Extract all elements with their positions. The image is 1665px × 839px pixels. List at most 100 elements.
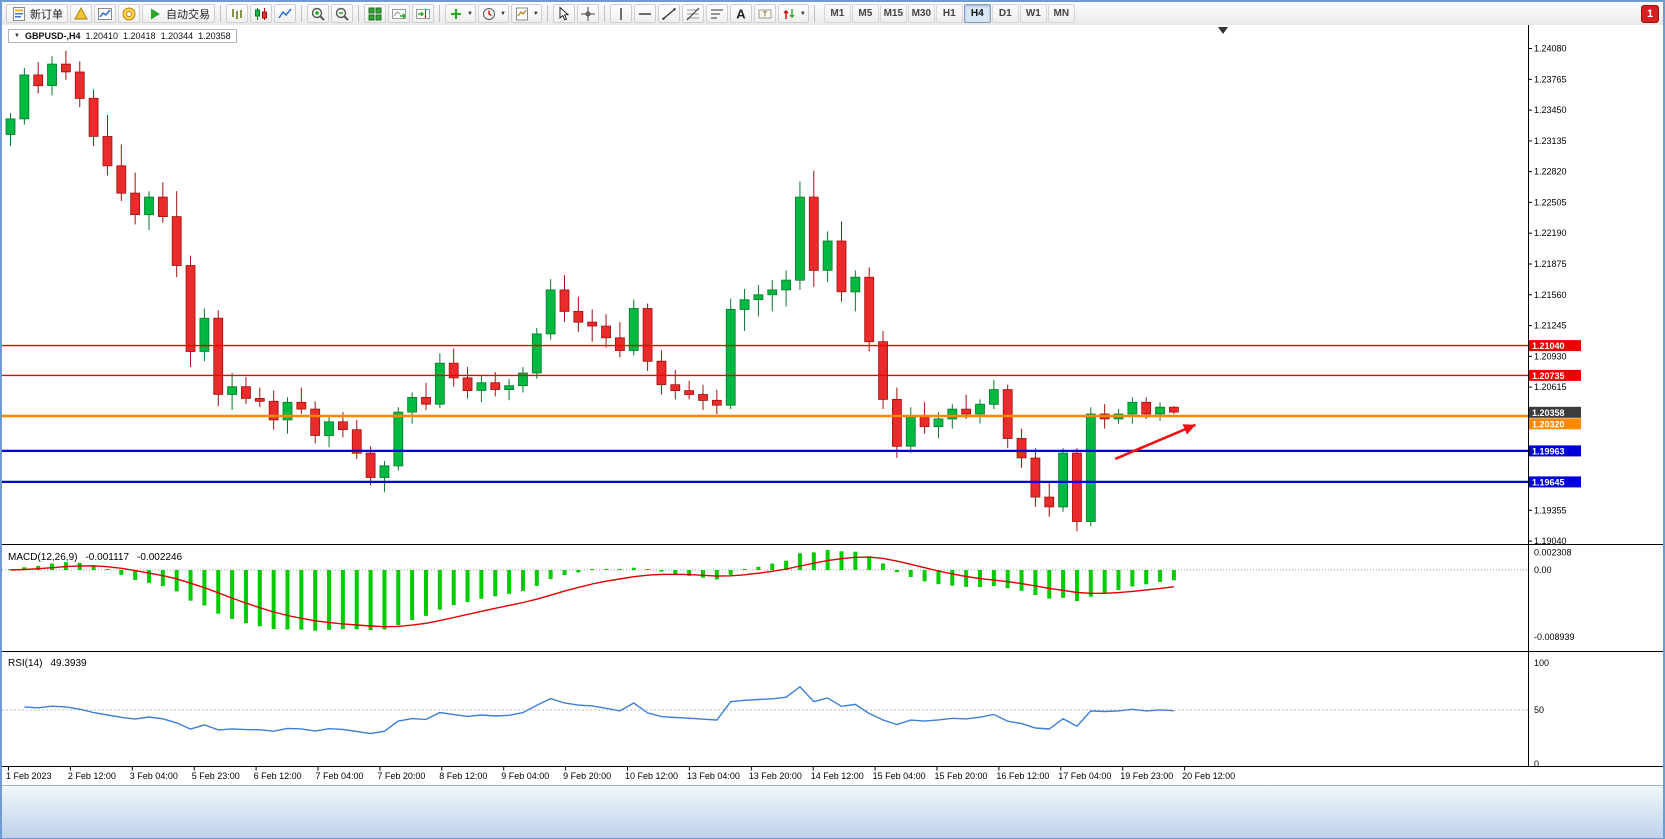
time-axis-label: 13 Feb 20:00 xyxy=(749,771,802,781)
templates-button[interactable]: ▼ xyxy=(510,4,542,23)
timeframe-m5-button[interactable]: M5 xyxy=(851,4,879,23)
cycle-lines-button[interactable] xyxy=(705,4,728,23)
rsi-line xyxy=(24,685,1174,735)
zoom-in-button[interactable] xyxy=(307,4,329,23)
time-axis-label: 9 Feb 04:00 xyxy=(501,771,549,781)
price-scale-label: 1.22190 xyxy=(1534,228,1567,238)
auto-scroll-button[interactable] xyxy=(388,4,410,23)
cursor-icon xyxy=(559,5,570,20)
timeframe-mn-button[interactable]: MN xyxy=(1047,4,1075,23)
zoom-in-icon xyxy=(311,7,325,21)
horizontal-line-button[interactable] xyxy=(633,4,656,23)
price-badge xyxy=(1529,476,1581,488)
arrows-icon xyxy=(783,8,795,19)
timeframe-m15-button[interactable]: M15 xyxy=(879,4,907,23)
svg-text:1.19963: 1.19963 xyxy=(1532,446,1565,456)
toolbar-separator xyxy=(220,5,221,22)
new-order-button[interactable]: 新订单 xyxy=(6,4,68,23)
new-order-label: 新订单 xyxy=(30,8,63,21)
ohlc-close: 1.20358 xyxy=(198,31,231,41)
dropdown-caret-icon: ▼ xyxy=(467,10,473,17)
toolbar: 新订单 自动交易 xyxy=(2,2,1663,26)
timeframe-m30-button[interactable]: M30 xyxy=(907,4,935,23)
timeframe-group: M1 M5 M15 M30 H1 H4 D1 W1 MN xyxy=(823,4,1075,23)
text-button[interactable]: A xyxy=(729,4,752,23)
zoom-out-icon xyxy=(335,7,349,21)
bar-chart-button[interactable] xyxy=(226,4,248,23)
crosshair-button[interactable] xyxy=(576,4,599,23)
price-badge xyxy=(1529,445,1581,457)
toolbar-separator xyxy=(301,5,302,22)
community-button[interactable] xyxy=(118,4,140,23)
price-scale-label: 1.23135 xyxy=(1534,136,1567,146)
tile-windows-button[interactable] xyxy=(364,4,386,23)
bar-chart-icon xyxy=(232,8,242,19)
time-axis-label: 14 Feb 12:00 xyxy=(811,771,864,781)
indicators-button[interactable]: ▼ xyxy=(445,4,476,23)
candlestick-chart-icon xyxy=(255,7,267,20)
rsi-scale-label: 0 xyxy=(1534,759,1539,769)
toolbar-separator xyxy=(439,5,440,22)
svg-text:1.20735: 1.20735 xyxy=(1532,371,1565,381)
price-scale-label: 1.23765 xyxy=(1534,74,1567,84)
periods-button[interactable]: ▼ xyxy=(477,4,509,23)
trendline-button[interactable] xyxy=(657,4,680,23)
macd-scale-label: 0.002308 xyxy=(1534,548,1572,558)
svg-text:A: A xyxy=(736,6,746,21)
time-axis-label: 15 Feb 04:00 xyxy=(873,771,926,781)
market-watch-button[interactable] xyxy=(94,4,116,23)
chart-shift-marker[interactable] xyxy=(1218,27,1228,34)
cursor-button[interactable] xyxy=(552,4,575,23)
price-badge xyxy=(1529,406,1581,418)
rsi-value: 49.3939 xyxy=(50,658,87,669)
macd-scale-label: 0.00 xyxy=(1534,565,1552,575)
timeframe-d1-button[interactable]: D1 xyxy=(991,4,1019,23)
chart-shift-icon xyxy=(416,8,430,19)
ohlc-low: 1.20344 xyxy=(160,31,194,41)
candlestick-chart-button[interactable] xyxy=(250,4,272,23)
timeframe-w1-button[interactable]: W1 xyxy=(1019,4,1047,23)
macd-scale-label: -0.008939 xyxy=(1534,632,1575,642)
time-axis-label: 15 Feb 20:00 xyxy=(935,771,988,781)
trend-arrow-annotation[interactable] xyxy=(1114,423,1197,461)
line-chart-button[interactable] xyxy=(274,4,296,23)
svg-text:1.21040: 1.21040 xyxy=(1532,341,1565,351)
candles xyxy=(5,50,1179,532)
zoom-out-button[interactable] xyxy=(331,4,353,23)
collapse-icon[interactable]: ▼ xyxy=(14,33,20,39)
macd-signal-line xyxy=(10,556,1174,628)
auto-trading-button[interactable]: 自动交易 xyxy=(142,4,215,23)
fibonacci-button[interactable] xyxy=(681,4,704,23)
chart-shift-button[interactable] xyxy=(412,4,434,23)
timeframe-m1-button[interactable]: M1 xyxy=(823,4,851,23)
timeframe-h1-button[interactable]: H1 xyxy=(935,4,963,23)
toolbar-separator xyxy=(546,5,548,22)
crosshair-icon xyxy=(580,6,595,21)
arrows-button[interactable]: ▼ xyxy=(777,4,809,23)
time-axis-label: 16 Feb 12:00 xyxy=(996,771,1049,781)
metaeditor-button[interactable] xyxy=(70,4,92,23)
timeframe-h4-button[interactable]: H4 xyxy=(963,4,991,23)
notification-badge[interactable]: 1 xyxy=(1641,4,1659,23)
price-badge xyxy=(1529,340,1581,352)
time-axis-label: 10 Feb 12:00 xyxy=(625,771,678,781)
text-label-icon: T xyxy=(758,9,772,18)
time-axis-label: 17 Feb 04:00 xyxy=(1058,771,1111,781)
vertical-line-icon xyxy=(620,7,622,20)
market-watch-icon xyxy=(98,7,112,20)
time-axis-label: 2 Feb 12:00 xyxy=(68,771,116,781)
chart-area[interactable]: ▼ GBPUSD-,H4 1.20410 1.20418 1.20344 1.2… xyxy=(2,25,1663,785)
text-label-button[interactable]: T xyxy=(753,4,776,23)
window-bottom-bar xyxy=(2,785,1663,838)
new-order-icon xyxy=(13,6,25,21)
price-chart-svg[interactable]: 1.24080 1.23765 1.23450 1.23135 1.22820 1.225… xyxy=(2,25,1663,785)
macd-label: MACD(12,26,9) -0.001117 -0.002246 xyxy=(8,552,182,563)
cycle-lines-icon xyxy=(710,9,723,18)
vertical-line-button[interactable] xyxy=(609,4,632,23)
macd-name: MACD(12,26,9) xyxy=(8,552,78,563)
chart-title[interactable]: ▼ GBPUSD-,H4 1.20410 1.20418 1.20344 1.2… xyxy=(8,29,237,43)
community-icon xyxy=(122,7,136,20)
toolbar-separator xyxy=(603,5,605,22)
periods-icon xyxy=(482,7,495,20)
macd-value: -0.001117 xyxy=(85,552,130,563)
